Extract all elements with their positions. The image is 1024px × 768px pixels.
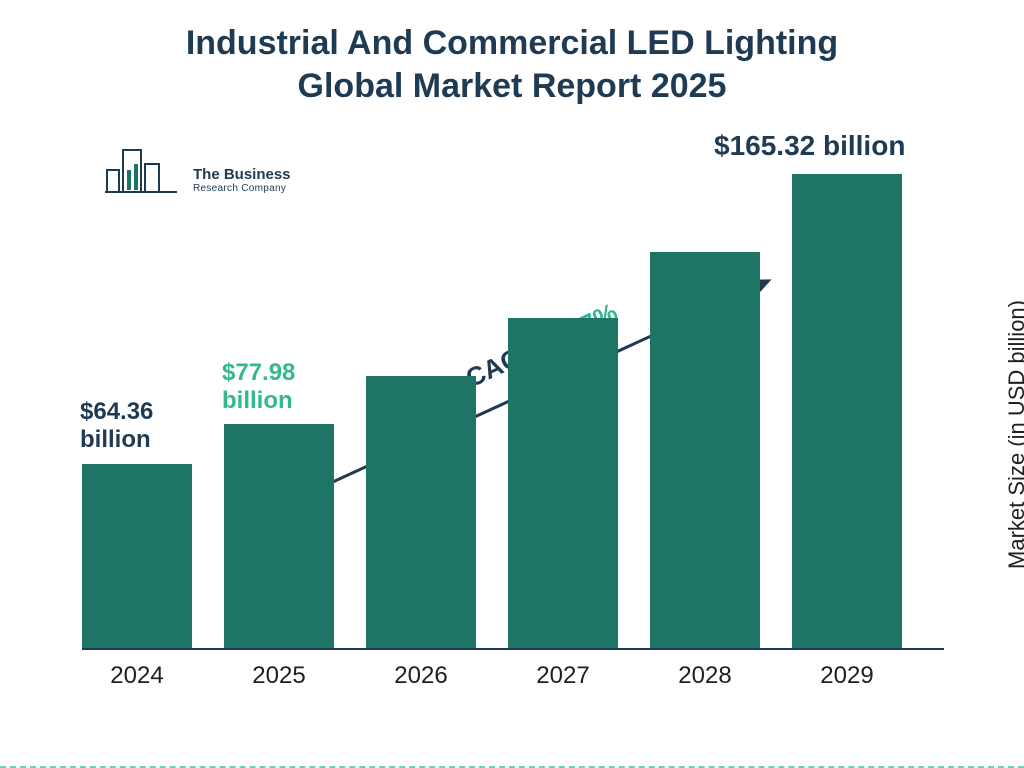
bar [508, 318, 618, 648]
bar [82, 464, 192, 648]
bar-chart: CAGR 20.7% 202420252026202720282029$64.3… [82, 130, 942, 690]
x-tick-label: 2027 [498, 662, 628, 690]
x-tick-label: 2026 [356, 662, 486, 690]
bar [650, 252, 760, 648]
page: Industrial And Commercial LED Lighting G… [0, 0, 1024, 768]
y-axis-label: Market Size (in USD billion) [1004, 300, 1024, 569]
x-tick-label: 2024 [72, 662, 202, 690]
value-label: $64.36billion [80, 398, 153, 453]
bar [366, 376, 476, 648]
x-tick-label: 2025 [214, 662, 344, 690]
chart-title: Industrial And Commercial LED Lighting G… [0, 22, 1024, 107]
x-tick-label: 2029 [782, 662, 912, 690]
title-line-1: Industrial And Commercial LED Lighting [186, 24, 838, 62]
bar [224, 424, 334, 648]
value-label: $77.98billion [222, 359, 295, 414]
title-line-2: Global Market Report 2025 [298, 67, 727, 105]
x-tick-label: 2028 [640, 662, 770, 690]
value-label: $165.32 billion [714, 130, 905, 162]
x-axis [82, 648, 944, 650]
bar [792, 174, 902, 648]
